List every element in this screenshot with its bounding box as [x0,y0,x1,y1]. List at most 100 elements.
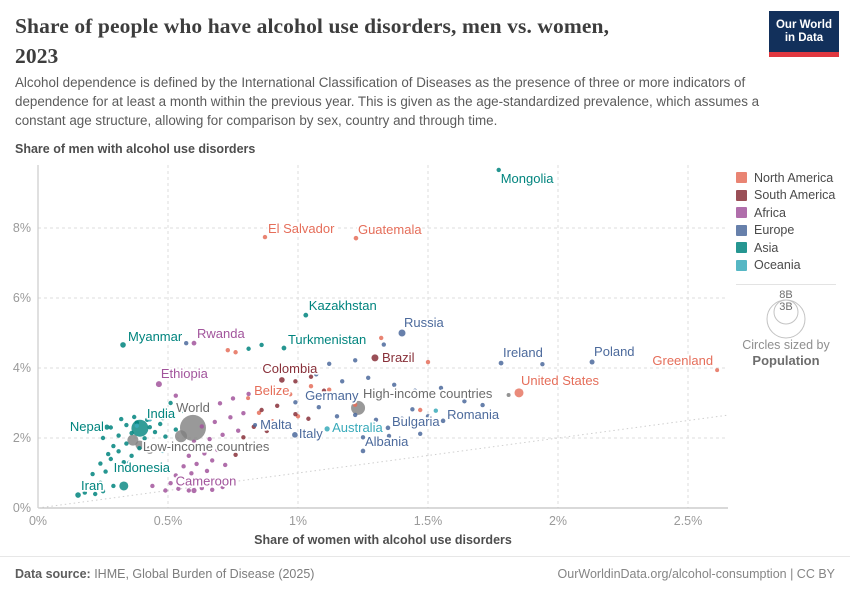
data-point[interactable] [129,430,134,436]
data-point[interactable] [438,385,444,391]
data-point[interactable] [327,361,332,366]
data-point-greenland[interactable] [715,368,720,373]
legend-item-north-america[interactable]: North America [736,169,835,187]
data-point[interactable] [181,464,186,469]
data-point-ethiopia[interactable] [155,381,162,388]
point-label-indonesia[interactable]: Indonesia [112,458,173,477]
data-point[interactable] [353,402,358,407]
data-point[interactable] [425,414,431,419]
data-point[interactable] [160,415,165,421]
data-point-italy[interactable] [292,432,298,438]
data-point[interactable] [124,422,129,428]
data-point[interactable] [228,415,233,420]
data-point[interactable] [124,441,129,446]
data-point[interactable] [90,471,95,477]
data-point-mongolia[interactable] [496,167,501,173]
data-point[interactable] [116,449,121,454]
owid-logo[interactable]: Our World in Data [769,11,839,57]
data-point[interactable] [210,458,215,463]
data-point[interactable] [152,429,158,435]
data-point[interactable] [381,342,386,347]
data-point[interactable] [259,443,264,448]
data-point[interactable] [93,491,98,497]
data-point[interactable] [98,461,103,466]
data-point[interactable] [293,412,298,417]
data-point[interactable] [100,435,106,441]
data-point[interactable] [353,358,358,363]
data-point[interactable] [256,410,262,415]
data-point[interactable] [314,372,319,377]
point-label-mongolia[interactable]: Mongolia [499,169,556,188]
data-point-rwanda[interactable] [191,340,197,346]
point-label-malta[interactable]: Malta [258,415,294,434]
data-point[interactable] [142,436,147,441]
data-point[interactable] [340,379,345,384]
data-point-indonesia[interactable] [119,481,129,491]
data-point[interactable] [186,453,191,459]
data-point[interactable] [269,384,275,389]
data-point[interactable] [230,444,236,449]
data-point-iran[interactable] [75,492,81,498]
data-point[interactable] [327,387,332,392]
data-point[interactable] [342,395,347,400]
data-point[interactable] [129,453,134,459]
data-point[interactable] [87,484,93,490]
data-point[interactable] [425,359,431,365]
data-point[interactable] [334,414,340,419]
legend-item-oceania[interactable]: Oceania [736,257,835,275]
data-point[interactable] [173,393,178,398]
data-point[interactable] [386,433,392,439]
data-point[interactable] [288,392,293,397]
data-point[interactable] [184,340,189,346]
point-label-kazakhstan[interactable]: Kazakhstan [307,296,378,315]
data-point-cameroon[interactable] [191,487,197,494]
data-point-india[interactable] [131,419,149,437]
data-point-high-income-countries[interactable] [351,400,366,415]
point-label-poland[interactable]: Poland [592,342,636,361]
data-point[interactable] [134,423,139,428]
data-point[interactable] [236,428,241,433]
data-point[interactable] [275,403,280,408]
point-label-romania[interactable]: Romania [445,405,501,424]
data-point[interactable] [191,439,197,445]
legend-item-africa[interactable]: Africa [736,204,835,222]
point-label-ireland[interactable]: Ireland [501,343,544,362]
data-point[interactable] [127,434,139,446]
data-point[interactable] [506,392,511,397]
data-point-turkmenistan[interactable] [281,345,287,351]
data-point-germany[interactable] [328,393,335,399]
data-point[interactable] [199,485,204,491]
data-point[interactable] [168,480,173,486]
point-label-russia[interactable]: Russia [402,313,446,332]
data-point[interactable] [147,417,152,422]
point-label-united-states[interactable]: United States [519,371,601,390]
data-point[interactable] [225,347,230,353]
data-point[interactable] [210,487,215,492]
point-label-rwanda[interactable]: Rwanda [195,324,247,343]
data-point-nepal[interactable] [104,424,110,430]
data-point[interactable] [399,416,405,421]
data-point[interactable] [308,374,314,379]
point-label-low-income-countries[interactable]: Low-income countries [141,437,271,456]
data-point[interactable] [223,462,228,468]
data-point[interactable] [204,468,210,474]
point-label-greenland[interactable]: Greenland [651,351,715,370]
data-point-ireland[interactable] [498,360,504,366]
data-point[interactable] [106,451,111,457]
data-point-russia[interactable] [398,329,406,337]
data-point[interactable] [121,459,127,465]
data-point-australia[interactable] [324,426,330,432]
data-point[interactable] [230,396,236,401]
data-point[interactable] [246,448,251,453]
data-point[interactable] [264,428,269,434]
data-point[interactable] [150,483,155,489]
data-point[interactable] [241,435,246,440]
data-point[interactable] [126,460,132,466]
data-point[interactable] [217,401,223,406]
data-point[interactable] [134,420,139,425]
data-point[interactable] [207,436,212,442]
point-label-bulgaria[interactable]: Bulgaria [390,412,442,431]
data-point[interactable] [176,486,181,491]
point-label-nepal[interactable]: Nepal [68,417,106,436]
data-point[interactable] [215,447,220,453]
